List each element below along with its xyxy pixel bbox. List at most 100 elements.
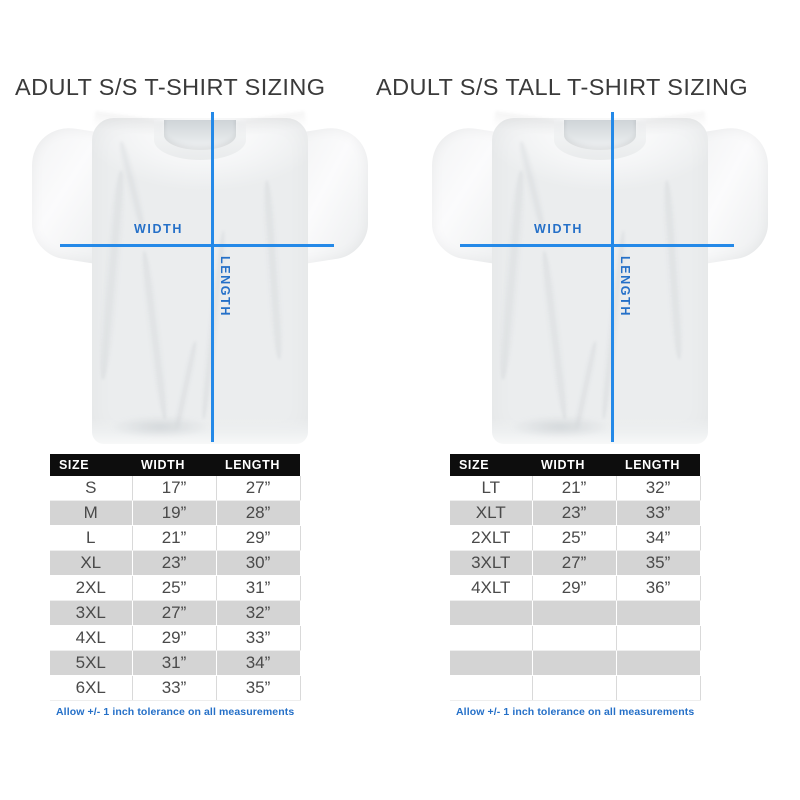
cell-width: 23” bbox=[532, 500, 617, 526]
table-row: LT 21” 32” bbox=[450, 476, 701, 501]
table-header-row: SIZE WIDTH LENGTH bbox=[450, 454, 700, 476]
cell-size bbox=[450, 650, 533, 676]
width-measurement-line bbox=[460, 244, 734, 247]
cell-length: 27” bbox=[216, 476, 301, 501]
sizing-panel-tall: WIDTH LENGTH SIZE WIDTH LENGTH LT 21” 32… bbox=[404, 110, 794, 718]
cell-width: 21” bbox=[132, 525, 217, 551]
table-row: S 17” 27” bbox=[50, 476, 301, 501]
cell-width: 29” bbox=[132, 625, 217, 651]
cell-width: 21” bbox=[532, 476, 617, 501]
width-measurement-label: WIDTH bbox=[534, 222, 583, 236]
cell-size: 3XLT bbox=[450, 550, 533, 576]
tshirt-diagram-standard: WIDTH LENGTH bbox=[30, 110, 370, 446]
cell-length: 33” bbox=[616, 500, 701, 526]
cell-width bbox=[532, 675, 617, 701]
cell-size: 2XLT bbox=[450, 525, 533, 551]
cell-length: 30” bbox=[216, 550, 301, 576]
cell-length: 34” bbox=[616, 525, 701, 551]
cell-size bbox=[450, 625, 533, 651]
size-chart-table-tall: SIZE WIDTH LENGTH LT 21” 32” XLT 23” 33”… bbox=[450, 454, 701, 701]
table-row: XL 23” 30” bbox=[50, 550, 301, 576]
column-header-size: SIZE bbox=[50, 454, 132, 476]
cell-width: 17” bbox=[132, 476, 217, 501]
table-row bbox=[450, 650, 701, 676]
cell-width: 23” bbox=[132, 550, 217, 576]
table-row: 6XL 33” 35” bbox=[50, 675, 301, 701]
column-header-length: LENGTH bbox=[616, 454, 700, 476]
tolerance-note-tall: Allow +/- 1 inch tolerance on all measur… bbox=[456, 706, 695, 718]
cell-length: 33” bbox=[216, 625, 301, 651]
cell-size: XL bbox=[50, 550, 133, 576]
cell-length: 32” bbox=[216, 600, 301, 626]
table-row: L 21” 29” bbox=[50, 525, 301, 551]
cell-size: 3XL bbox=[50, 600, 133, 626]
tshirt-body-icon bbox=[92, 118, 308, 438]
tshirt-hem-icon bbox=[492, 418, 708, 444]
cell-width: 33” bbox=[132, 675, 217, 701]
cell-size: 5XL bbox=[50, 650, 133, 676]
length-measurement-line bbox=[611, 112, 614, 442]
cell-length: 34” bbox=[216, 650, 301, 676]
tshirt-illustration bbox=[30, 110, 370, 446]
width-measurement-label: WIDTH bbox=[134, 222, 183, 236]
column-header-width: WIDTH bbox=[532, 454, 616, 476]
cell-size: S bbox=[50, 476, 133, 501]
cell-width: 31” bbox=[132, 650, 217, 676]
cell-size: XLT bbox=[450, 500, 533, 526]
table-row: 5XL 31” 34” bbox=[50, 650, 301, 676]
page-title-tall: ADULT S/S TALL T-SHIRT SIZING bbox=[376, 74, 749, 100]
width-measurement-line bbox=[60, 244, 334, 247]
tshirt-illustration bbox=[430, 110, 770, 446]
length-measurement-label: LENGTH bbox=[618, 256, 632, 317]
column-header-length: LENGTH bbox=[216, 454, 300, 476]
table-row: 3XL 27” 32” bbox=[50, 600, 301, 626]
cell-length bbox=[616, 600, 701, 626]
length-measurement-line bbox=[211, 112, 214, 442]
column-header-width: WIDTH bbox=[132, 454, 216, 476]
table-row: 2XL 25” 31” bbox=[50, 575, 301, 601]
sizing-panel-standard: WIDTH LENGTH SIZE WIDTH LENGTH S 17” 27”… bbox=[4, 110, 394, 718]
cell-width: 29” bbox=[532, 575, 617, 601]
table-row: 4XL 29” 33” bbox=[50, 625, 301, 651]
cell-length: 35” bbox=[616, 550, 701, 576]
cell-size: 2XL bbox=[50, 575, 133, 601]
cell-length: 29” bbox=[216, 525, 301, 551]
cell-size: 4XL bbox=[50, 625, 133, 651]
table-row: XLT 23” 33” bbox=[450, 500, 701, 526]
cell-width: 19” bbox=[132, 500, 217, 526]
cell-length: 28” bbox=[216, 500, 301, 526]
length-measurement-label: LENGTH bbox=[218, 256, 232, 317]
column-header-size: SIZE bbox=[450, 454, 532, 476]
table-header-row: SIZE WIDTH LENGTH bbox=[50, 454, 300, 476]
table-row: 2XLT 25” 34” bbox=[450, 525, 701, 551]
tolerance-note-standard: Allow +/- 1 inch tolerance on all measur… bbox=[56, 706, 295, 718]
cell-width: 25” bbox=[532, 525, 617, 551]
cell-size: 6XL bbox=[50, 675, 133, 701]
table-row: M 19” 28” bbox=[50, 500, 301, 526]
cell-length: 36” bbox=[616, 575, 701, 601]
cell-length: 35” bbox=[216, 675, 301, 701]
cell-width bbox=[532, 650, 617, 676]
cell-size: L bbox=[50, 525, 133, 551]
cell-length: 32” bbox=[616, 476, 701, 501]
cell-size: 4XLT bbox=[450, 575, 533, 601]
table-row: 3XLT 27” 35” bbox=[450, 550, 701, 576]
page-title-standard: ADULT S/S T-SHIRT SIZING bbox=[15, 74, 326, 100]
cell-width bbox=[532, 600, 617, 626]
cell-width bbox=[532, 625, 617, 651]
cell-size: M bbox=[50, 500, 133, 526]
tshirt-collar-inner-icon bbox=[564, 120, 636, 150]
cell-size bbox=[450, 600, 533, 626]
tshirt-body-icon bbox=[492, 118, 708, 438]
table-row bbox=[450, 625, 701, 651]
table-row bbox=[450, 675, 701, 701]
cell-length bbox=[616, 625, 701, 651]
tshirt-hem-shadow bbox=[110, 416, 210, 438]
cell-width: 27” bbox=[532, 550, 617, 576]
tshirt-hem-shadow bbox=[510, 416, 610, 438]
cell-size: LT bbox=[450, 476, 533, 501]
cell-length: 31” bbox=[216, 575, 301, 601]
tshirt-hem-icon bbox=[92, 418, 308, 444]
table-row: 4XLT 29” 36” bbox=[450, 575, 701, 601]
tshirt-collar-inner-icon bbox=[164, 120, 236, 150]
